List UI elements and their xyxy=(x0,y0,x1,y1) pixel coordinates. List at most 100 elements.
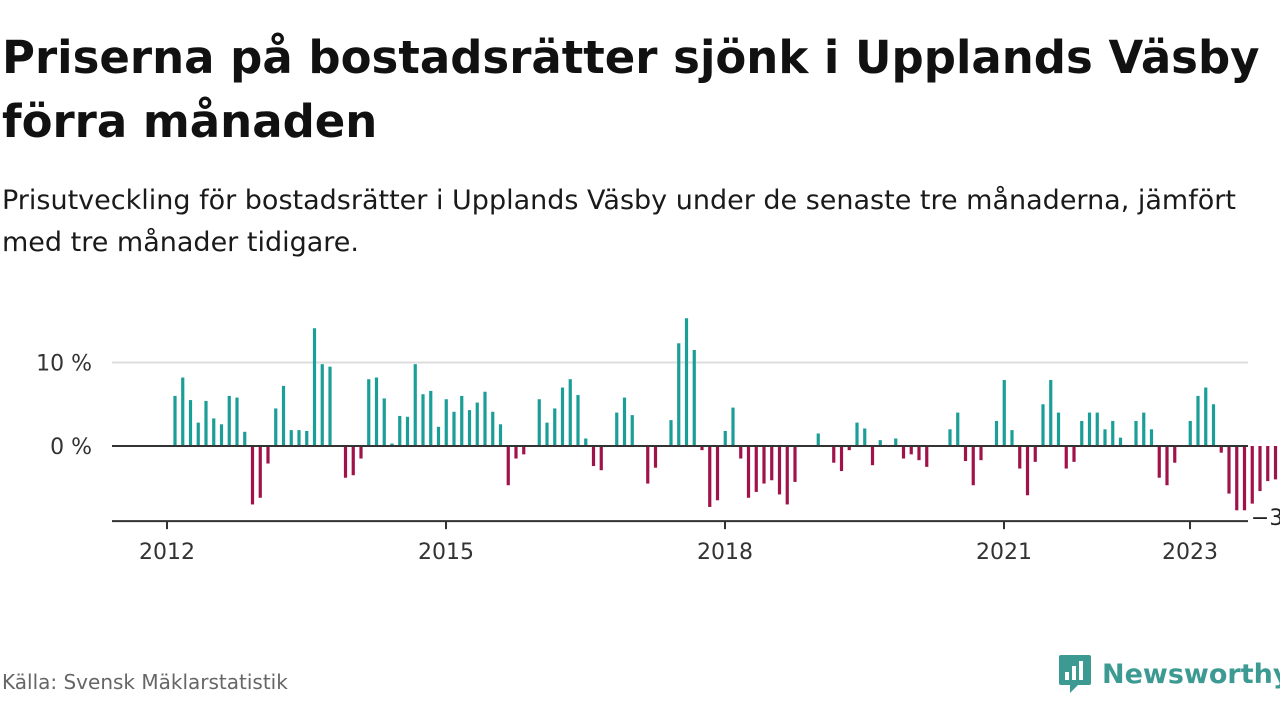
bar xyxy=(708,446,712,507)
chart-subtitle: Prisutveckling för bostadsrätter i Uppla… xyxy=(2,185,1236,258)
bar xyxy=(343,446,348,478)
bar xyxy=(312,328,317,446)
bar xyxy=(1111,420,1115,446)
bar xyxy=(1080,420,1084,446)
bar xyxy=(1196,395,1200,446)
bar xyxy=(839,446,844,472)
bar xyxy=(398,415,402,446)
bar xyxy=(1025,446,1030,496)
bar xyxy=(1002,380,1006,446)
bar xyxy=(374,377,379,446)
bar xyxy=(320,364,324,446)
x-tick-label: 2023 xyxy=(1162,540,1218,565)
bar xyxy=(630,415,634,446)
bar xyxy=(1219,446,1223,453)
bar xyxy=(925,446,929,467)
bar xyxy=(467,410,472,446)
bar xyxy=(731,407,735,446)
bar xyxy=(870,446,875,466)
bar xyxy=(281,385,286,446)
bar xyxy=(297,430,301,446)
bar xyxy=(367,379,371,446)
bar xyxy=(715,446,720,501)
newsworthy-logo[interactable]: Newsworthy xyxy=(1058,652,1280,696)
bar xyxy=(475,402,479,446)
bar xyxy=(568,379,572,446)
bar xyxy=(1033,446,1037,462)
bar xyxy=(878,440,882,446)
bar xyxy=(274,408,278,446)
bar xyxy=(545,422,549,446)
bar xyxy=(305,430,309,446)
bar xyxy=(444,399,448,446)
bar xyxy=(1064,446,1068,469)
bar xyxy=(1134,420,1138,446)
chart-title: Priserna på bostadsrätter sjönk i Upplan… xyxy=(2,31,1260,148)
x-tick-label: 2015 xyxy=(418,540,474,565)
bar xyxy=(1095,412,1099,446)
bar xyxy=(1103,429,1107,446)
bar xyxy=(948,429,952,446)
bar xyxy=(1273,446,1278,480)
bar xyxy=(204,400,208,446)
bar xyxy=(777,446,782,495)
bar xyxy=(498,424,503,446)
bar xyxy=(723,430,727,446)
bar xyxy=(429,390,433,446)
bar xyxy=(1087,412,1092,446)
labels-layer: 0 % 10 % 2012 2015 2018 2021 2023 −3 % xyxy=(36,352,1280,566)
bar xyxy=(351,446,355,476)
y-tick-label: 0 % xyxy=(50,435,92,460)
bar xyxy=(188,400,193,446)
x-tick-label: 2012 xyxy=(139,540,195,565)
bar xyxy=(537,399,541,446)
bar xyxy=(1235,446,1239,511)
bar xyxy=(436,426,441,446)
bar xyxy=(1165,446,1169,486)
bar xyxy=(1173,446,1177,463)
bar xyxy=(1227,446,1231,494)
bar xyxy=(1250,446,1254,504)
bar xyxy=(739,446,743,459)
bar xyxy=(1010,430,1014,446)
bar xyxy=(770,446,774,481)
bar xyxy=(963,446,968,462)
bar xyxy=(452,411,456,446)
bar xyxy=(917,446,921,461)
bar xyxy=(901,446,906,459)
bar xyxy=(1258,446,1262,492)
bar xyxy=(979,446,983,461)
bar xyxy=(289,430,293,446)
bar xyxy=(1211,404,1216,446)
bar xyxy=(390,443,394,446)
bar xyxy=(599,446,603,471)
bar xyxy=(863,428,867,446)
bar xyxy=(522,446,526,455)
bar xyxy=(1157,446,1161,478)
bar xyxy=(746,446,751,498)
x-tick-label: 2018 xyxy=(697,540,753,565)
bar xyxy=(560,387,565,446)
bar xyxy=(855,422,859,446)
bar xyxy=(506,446,510,486)
bar-chart: 0 % 10 % 2012 2015 2018 2021 2023 −3 % xyxy=(36,318,1280,566)
bar xyxy=(250,446,255,505)
bar xyxy=(1204,387,1208,446)
bar xyxy=(894,438,898,446)
bar xyxy=(816,433,820,446)
bar xyxy=(956,412,960,446)
bar xyxy=(405,416,410,446)
bar xyxy=(669,420,673,446)
bar xyxy=(909,446,913,455)
bar xyxy=(460,395,464,446)
bar xyxy=(1142,412,1146,446)
bar xyxy=(646,446,650,484)
bar xyxy=(971,446,975,486)
axis-layer xyxy=(112,445,1248,530)
bars-layer xyxy=(173,318,1278,511)
bar xyxy=(1242,446,1247,511)
bar xyxy=(491,411,495,446)
bar-chart-icon xyxy=(1059,655,1091,693)
bar xyxy=(181,377,185,446)
bar xyxy=(196,422,200,446)
